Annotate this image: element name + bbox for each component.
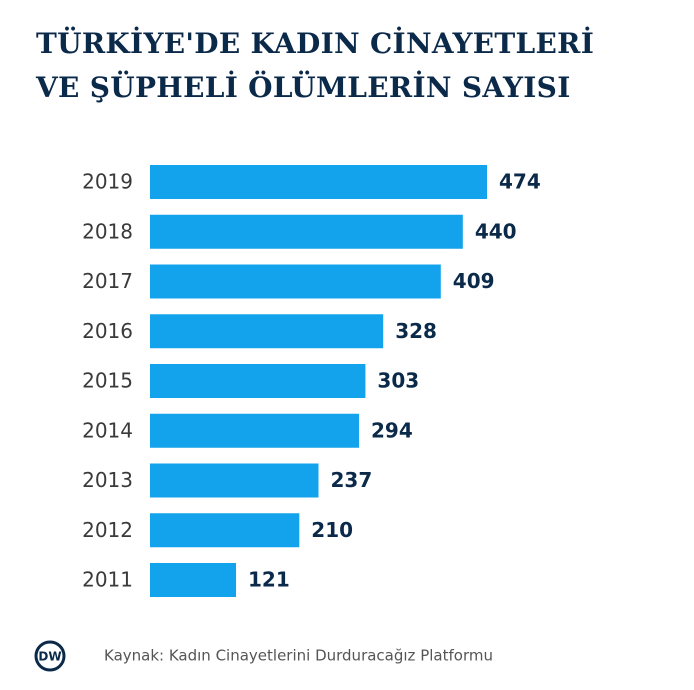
y-tick-label: 2013 (82, 468, 133, 492)
bar (150, 165, 487, 199)
bar (150, 563, 237, 597)
value-label: 474 (499, 170, 541, 194)
value-label: 294 (371, 418, 413, 442)
logo: DW (38, 650, 61, 664)
bar (150, 513, 300, 548)
bar (150, 314, 384, 349)
value-label: 409 (453, 269, 495, 293)
source: Kaynak: Kadın Cinayetlerini Durduracağız… (104, 647, 493, 665)
value-label: 121 (248, 568, 290, 592)
bar (150, 264, 441, 299)
y-tick-label: 2019 (82, 170, 133, 194)
y-tick-label: 2017 (82, 269, 133, 293)
y-tick-label: 2012 (82, 518, 133, 542)
y-tick-label: 2018 (82, 219, 133, 243)
bar (150, 413, 360, 448)
bar (150, 463, 319, 498)
y-tick-label: 2015 (82, 369, 133, 393)
bar (150, 214, 463, 249)
bar (150, 364, 366, 398)
y-tick-label: 2011 (82, 568, 133, 592)
value-label: 440 (475, 219, 517, 243)
value-label: 303 (377, 369, 419, 393)
y-tick-label: 2014 (82, 418, 133, 442)
value-label: 237 (331, 468, 373, 492)
logo-ring (34, 640, 66, 672)
value-label: 210 (311, 518, 353, 542)
value-label: 328 (395, 319, 437, 343)
chart-title: TÜRKİYE'DE KADIN CİNAYETLERİ VE ŞÜPHELİ … (36, 27, 595, 104)
y-tick-label: 2016 (82, 319, 133, 343)
